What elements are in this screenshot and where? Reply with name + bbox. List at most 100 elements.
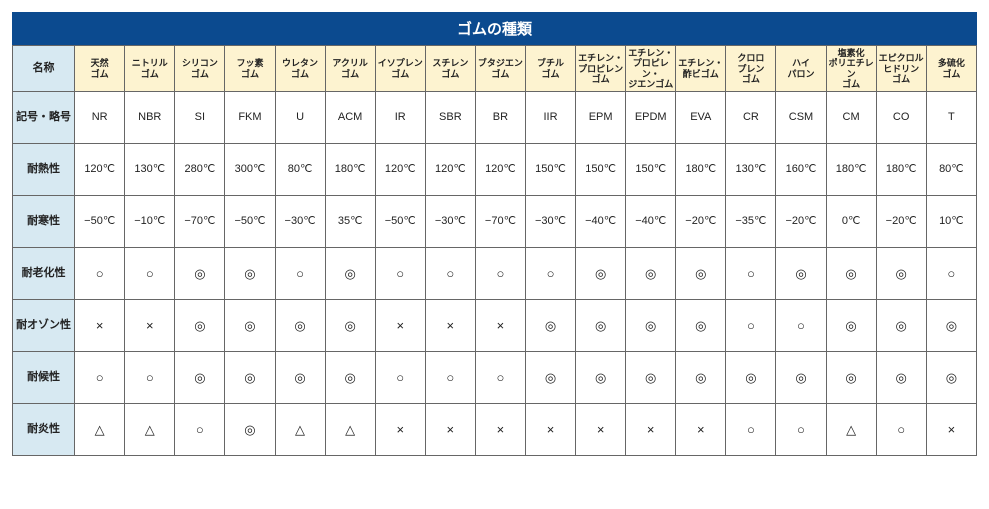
- row-label-name: 名称: [13, 46, 75, 92]
- col-header-12: エチレン・酢ビゴム: [676, 46, 726, 92]
- cell-ozone-14: ○: [776, 300, 826, 352]
- cell-flame-14: ○: [776, 404, 826, 456]
- cell-cold-2: −70℃: [175, 196, 225, 248]
- col-header-6: イソプレンゴム: [375, 46, 425, 92]
- cell-heat-5: 180℃: [325, 144, 375, 196]
- cell-cold-12: −20℃: [676, 196, 726, 248]
- cell-heat-8: 120℃: [475, 144, 525, 196]
- cell-weather-6: ○: [375, 352, 425, 404]
- cell-aging-8: ○: [475, 248, 525, 300]
- cell-ozone-5: ◎: [325, 300, 375, 352]
- cell-cold-0: −50℃: [75, 196, 125, 248]
- cell-symbol-7: SBR: [425, 92, 475, 144]
- cell-weather-8: ○: [475, 352, 525, 404]
- cell-flame-11: ×: [626, 404, 676, 456]
- cell-weather-12: ◎: [676, 352, 726, 404]
- cell-ozone-2: ◎: [175, 300, 225, 352]
- cell-weather-7: ○: [425, 352, 475, 404]
- cell-ozone-13: ○: [726, 300, 776, 352]
- row-label-cold: 耐寒性: [13, 196, 75, 248]
- cell-cold-10: −40℃: [576, 196, 626, 248]
- cell-symbol-17: T: [926, 92, 976, 144]
- cell-ozone-16: ◎: [876, 300, 926, 352]
- cell-cold-3: −50℃: [225, 196, 275, 248]
- cell-weather-1: ○: [125, 352, 175, 404]
- cell-flame-10: ×: [576, 404, 626, 456]
- cell-aging-17: ○: [926, 248, 976, 300]
- cell-heat-12: 180℃: [676, 144, 726, 196]
- col-header-14: ハイパロン: [776, 46, 826, 92]
- cell-ozone-1: ×: [125, 300, 175, 352]
- cell-aging-15: ◎: [826, 248, 876, 300]
- cell-ozone-9: ◎: [525, 300, 575, 352]
- cell-flame-13: ○: [726, 404, 776, 456]
- cell-cold-14: −20℃: [776, 196, 826, 248]
- cell-cold-9: −30℃: [525, 196, 575, 248]
- cell-symbol-0: NR: [75, 92, 125, 144]
- cell-heat-0: 120℃: [75, 144, 125, 196]
- col-header-17: 多硫化ゴム: [926, 46, 976, 92]
- cell-heat-1: 130℃: [125, 144, 175, 196]
- col-header-0: 天然ゴム: [75, 46, 125, 92]
- cell-aging-1: ○: [125, 248, 175, 300]
- cell-flame-7: ×: [425, 404, 475, 456]
- cell-weather-10: ◎: [576, 352, 626, 404]
- cell-ozone-7: ×: [425, 300, 475, 352]
- rubber-types-table-wrap: ゴムの種類 名称天然ゴムニトリルゴムシリコンゴムフッ素ゴムウレタンゴムアクリルゴ…: [12, 12, 977, 456]
- cell-heat-2: 280℃: [175, 144, 225, 196]
- cell-aging-0: ○: [75, 248, 125, 300]
- col-header-9: ブチルゴム: [525, 46, 575, 92]
- row-label-aging: 耐老化性: [13, 248, 75, 300]
- cell-cold-8: −70℃: [475, 196, 525, 248]
- cell-ozone-15: ◎: [826, 300, 876, 352]
- cell-aging-14: ◎: [776, 248, 826, 300]
- cell-heat-16: 180℃: [876, 144, 926, 196]
- row-label-symbol: 記号・略号: [13, 92, 75, 144]
- cell-flame-6: ×: [375, 404, 425, 456]
- cell-heat-11: 150℃: [626, 144, 676, 196]
- cell-flame-4: △: [275, 404, 325, 456]
- cell-heat-7: 120℃: [425, 144, 475, 196]
- cell-heat-13: 130℃: [726, 144, 776, 196]
- cell-weather-9: ◎: [525, 352, 575, 404]
- cell-flame-8: ×: [475, 404, 525, 456]
- cell-cold-11: −40℃: [626, 196, 676, 248]
- cell-ozone-10: ◎: [576, 300, 626, 352]
- cell-heat-14: 160℃: [776, 144, 826, 196]
- col-header-15: 塩素化ポリエチレンゴム: [826, 46, 876, 92]
- cell-flame-15: △: [826, 404, 876, 456]
- cell-heat-4: 80℃: [275, 144, 325, 196]
- cell-ozone-12: ◎: [676, 300, 726, 352]
- cell-heat-6: 120℃: [375, 144, 425, 196]
- cell-cold-5: 35℃: [325, 196, 375, 248]
- cell-symbol-8: BR: [475, 92, 525, 144]
- row-label-weather: 耐候性: [13, 352, 75, 404]
- cell-ozone-8: ×: [475, 300, 525, 352]
- cell-aging-3: ◎: [225, 248, 275, 300]
- col-header-4: ウレタンゴム: [275, 46, 325, 92]
- cell-symbol-15: CM: [826, 92, 876, 144]
- col-header-8: ブタジエンゴム: [475, 46, 525, 92]
- cell-ozone-11: ◎: [626, 300, 676, 352]
- rubber-types-table: 名称天然ゴムニトリルゴムシリコンゴムフッ素ゴムウレタンゴムアクリルゴムイソプレン…: [12, 45, 977, 456]
- cell-weather-16: ◎: [876, 352, 926, 404]
- cell-symbol-9: IIR: [525, 92, 575, 144]
- row-label-heat: 耐熱性: [13, 144, 75, 196]
- cell-weather-13: ◎: [726, 352, 776, 404]
- cell-cold-7: −30℃: [425, 196, 475, 248]
- cell-ozone-17: ◎: [926, 300, 976, 352]
- cell-aging-9: ○: [525, 248, 575, 300]
- cell-ozone-6: ×: [375, 300, 425, 352]
- cell-aging-4: ○: [275, 248, 325, 300]
- cell-flame-0: △: [75, 404, 125, 456]
- table-title: ゴムの種類: [12, 12, 977, 45]
- cell-cold-17: 10℃: [926, 196, 976, 248]
- row-label-ozone: 耐オゾン性: [13, 300, 75, 352]
- cell-cold-15: 0℃: [826, 196, 876, 248]
- cell-aging-6: ○: [375, 248, 425, 300]
- cell-ozone-0: ×: [75, 300, 125, 352]
- cell-cold-6: −50℃: [375, 196, 425, 248]
- cell-weather-17: ◎: [926, 352, 976, 404]
- cell-weather-4: ◎: [275, 352, 325, 404]
- cell-heat-17: 80℃: [926, 144, 976, 196]
